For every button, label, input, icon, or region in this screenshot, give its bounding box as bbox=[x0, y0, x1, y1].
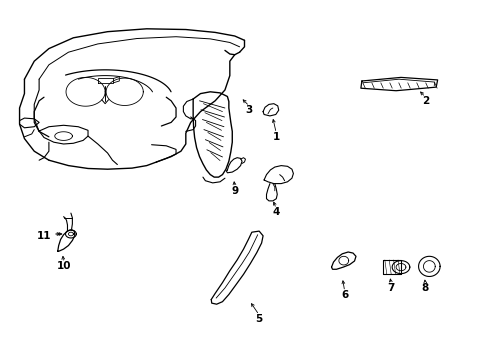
Text: 10: 10 bbox=[56, 261, 71, 271]
Text: 6: 6 bbox=[341, 290, 347, 300]
Text: 3: 3 bbox=[245, 105, 252, 115]
Text: 4: 4 bbox=[272, 207, 280, 217]
Text: 9: 9 bbox=[231, 186, 238, 196]
Text: 2: 2 bbox=[421, 96, 428, 106]
Text: 5: 5 bbox=[255, 314, 262, 324]
Text: 8: 8 bbox=[421, 283, 428, 293]
Text: 7: 7 bbox=[386, 283, 394, 293]
Text: 11: 11 bbox=[37, 231, 51, 241]
Text: 1: 1 bbox=[272, 132, 279, 142]
